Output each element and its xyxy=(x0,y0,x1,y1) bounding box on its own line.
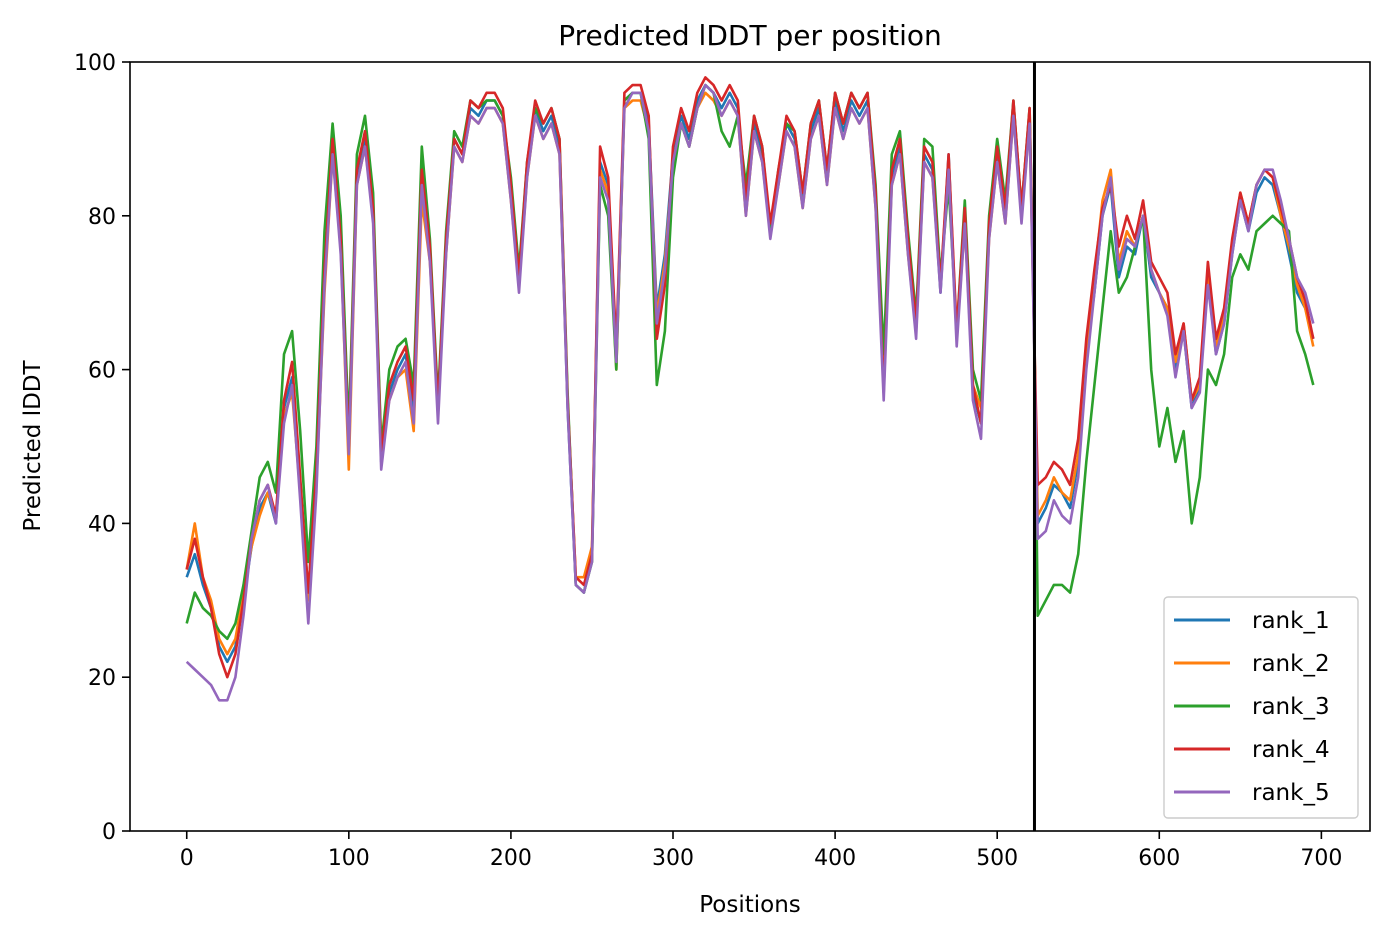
series-line-rank_5 xyxy=(185,83,1315,702)
x-tick-label-300: 300 xyxy=(652,846,694,871)
y-axis-label: Predicted lDDT xyxy=(20,359,46,531)
legend-label-rank_2: rank_2 xyxy=(1252,651,1330,677)
x-tick-label-500: 500 xyxy=(976,846,1018,871)
legend-items: rank_1 rank_2 rank_3 rank_4 rank_5 xyxy=(1174,608,1330,806)
axes-frame xyxy=(129,61,1371,832)
x-tick-label-100: 100 xyxy=(328,846,370,871)
legend-label-rank_4: rank_4 xyxy=(1252,737,1330,763)
x-axis-label: Positions xyxy=(699,892,801,918)
x-tick-label-400: 400 xyxy=(814,846,856,871)
y-tick-label-0: 0 xyxy=(102,820,116,845)
y-tick-label-100: 100 xyxy=(74,51,116,76)
y-tick-label-20: 20 xyxy=(88,666,116,691)
y-tick-label-80: 80 xyxy=(88,205,116,230)
x-tick-label-700: 700 xyxy=(1300,846,1342,871)
y-axis: 0 20 40 60 80 100 xyxy=(74,51,130,845)
x-axis: 0 100 200 300 400 500 600 700 xyxy=(180,831,1342,871)
y-tick-label-60: 60 xyxy=(88,359,116,384)
x-tick-label-0: 0 xyxy=(180,846,194,871)
legend-label-rank_5: rank_5 xyxy=(1252,780,1330,806)
x-tick-label-600: 600 xyxy=(1138,846,1180,871)
y-tick-label-40: 40 xyxy=(88,512,116,537)
legend-label-rank_3: rank_3 xyxy=(1252,694,1330,720)
legend-label-rank_1: rank_1 xyxy=(1252,608,1330,634)
plot-area xyxy=(129,61,1371,832)
chart-title: Predicted lDDT per position xyxy=(558,19,942,52)
series-group xyxy=(185,76,1315,702)
legend-box xyxy=(1163,596,1359,819)
legend: rank_1 rank_2 rank_3 rank_4 rank_5 xyxy=(1163,596,1359,819)
x-tick-label-200: 200 xyxy=(490,846,532,871)
